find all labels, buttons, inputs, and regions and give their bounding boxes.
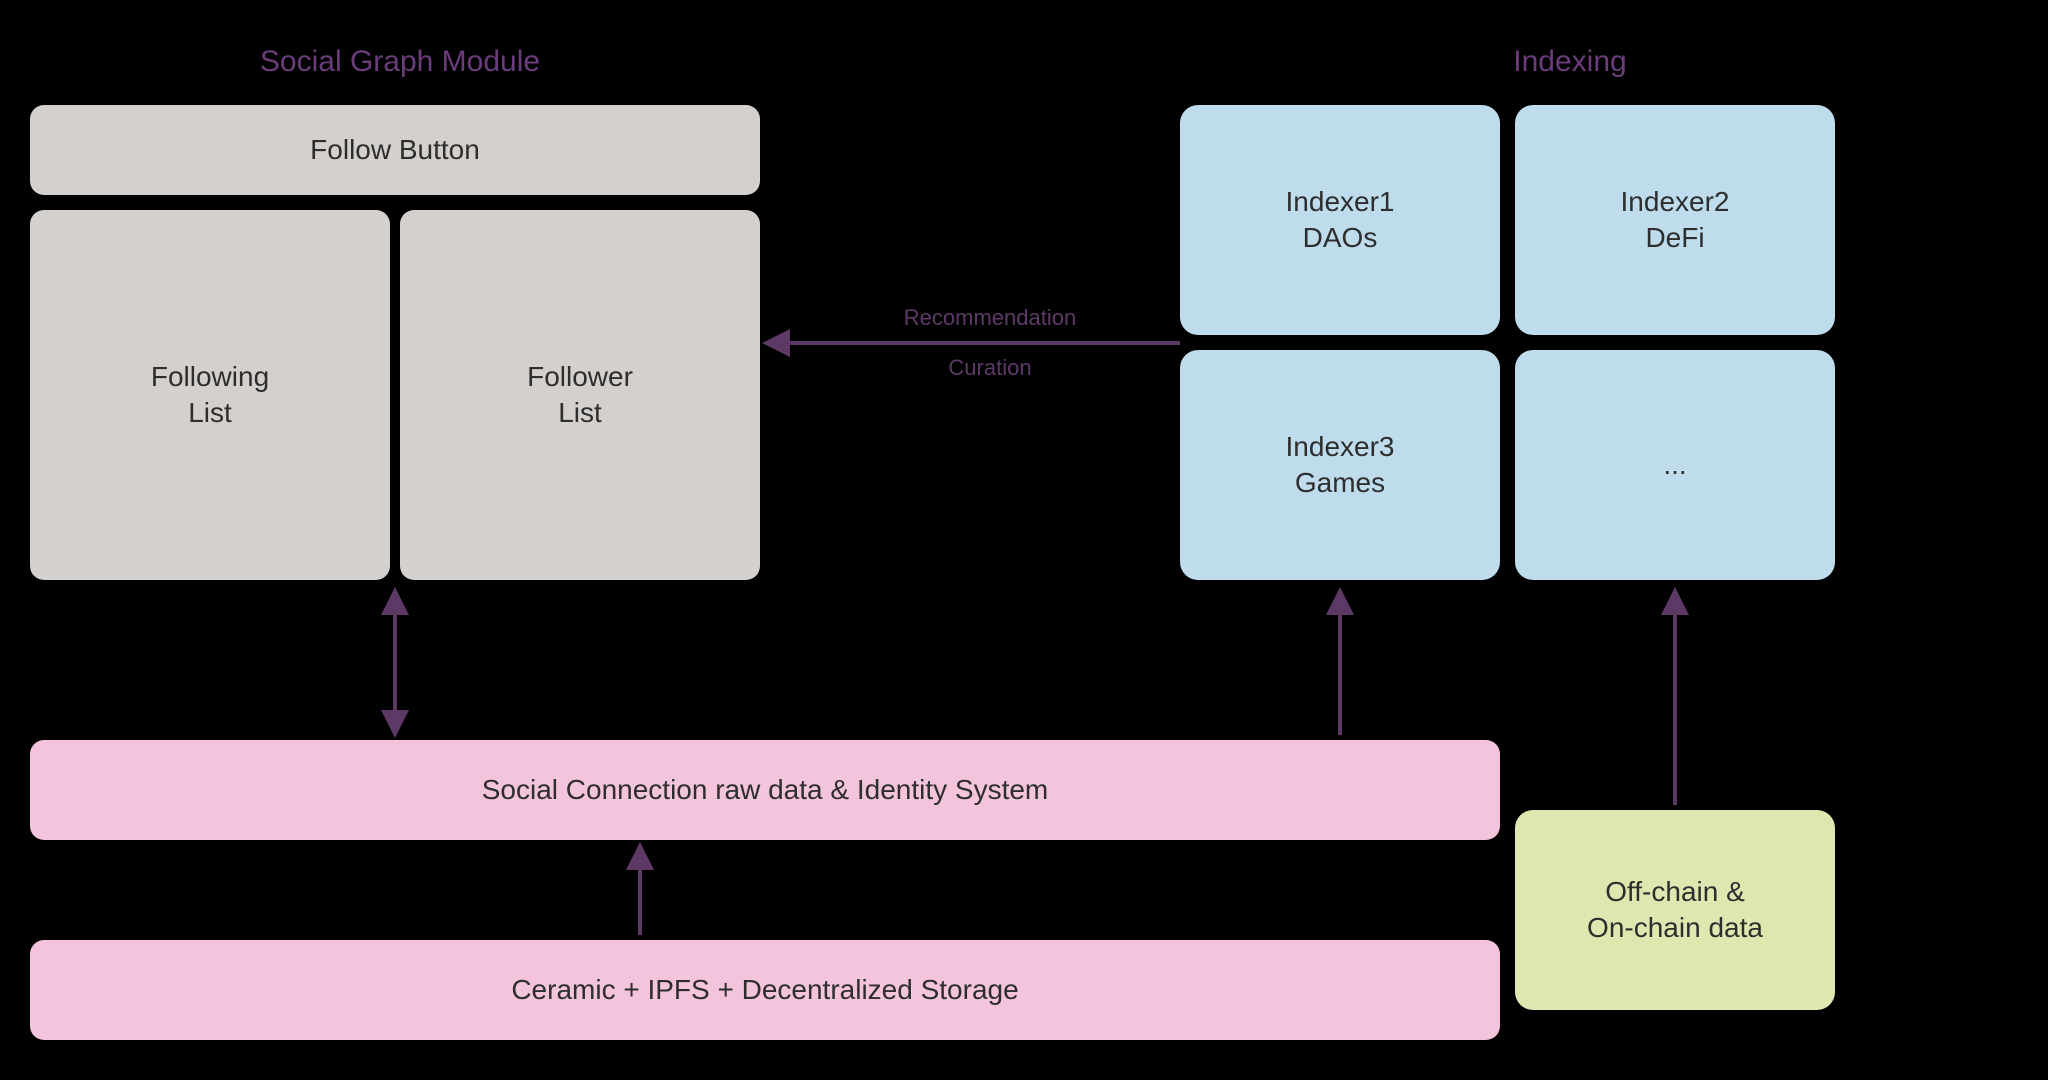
- section-title-left: Social Graph Module: [200, 45, 600, 79]
- node-label-line1: Follower: [527, 359, 633, 395]
- node-label: Social Connection raw data & Identity Sy…: [482, 772, 1049, 808]
- node-indexer3: Indexer3 Games: [1180, 350, 1500, 580]
- node-label-line1: Indexer1: [1286, 184, 1395, 220]
- edge-label-curation: Curation: [820, 355, 1160, 381]
- node-label-line2: Games: [1295, 465, 1385, 501]
- node-indexer1: Indexer1 DAOs: [1180, 105, 1500, 335]
- node-label: Ceramic + IPFS + Decentralized Storage: [511, 972, 1018, 1008]
- node-label-line1: Indexer3: [1286, 429, 1395, 465]
- node-label-line2: DeFi: [1645, 220, 1704, 256]
- node-label-line2: List: [188, 395, 232, 431]
- node-indexer4: ...: [1515, 350, 1835, 580]
- node-label-line1: ...: [1663, 447, 1686, 483]
- node-label-line1: Indexer2: [1621, 184, 1730, 220]
- node-social-connection: Social Connection raw data & Identity Sy…: [30, 740, 1500, 840]
- node-label-line2: DAOs: [1303, 220, 1378, 256]
- edge-label-recommendation: Recommendation: [820, 305, 1160, 331]
- node-follower-list: Follower List: [400, 210, 760, 580]
- node-follow-button: Follow Button: [30, 105, 760, 195]
- node-label-line2: On-chain data: [1587, 910, 1763, 946]
- node-storage: Ceramic + IPFS + Decentralized Storage: [30, 940, 1500, 1040]
- node-label: Follow Button: [310, 132, 480, 168]
- node-offchain-data: Off-chain & On-chain data: [1515, 810, 1835, 1010]
- node-label-line1: Following: [151, 359, 269, 395]
- section-title-right: Indexing: [1370, 45, 1770, 79]
- node-following-list: Following List: [30, 210, 390, 580]
- node-label-line1: Off-chain &: [1605, 874, 1745, 910]
- node-indexer2: Indexer2 DeFi: [1515, 105, 1835, 335]
- node-label-line2: List: [558, 395, 602, 431]
